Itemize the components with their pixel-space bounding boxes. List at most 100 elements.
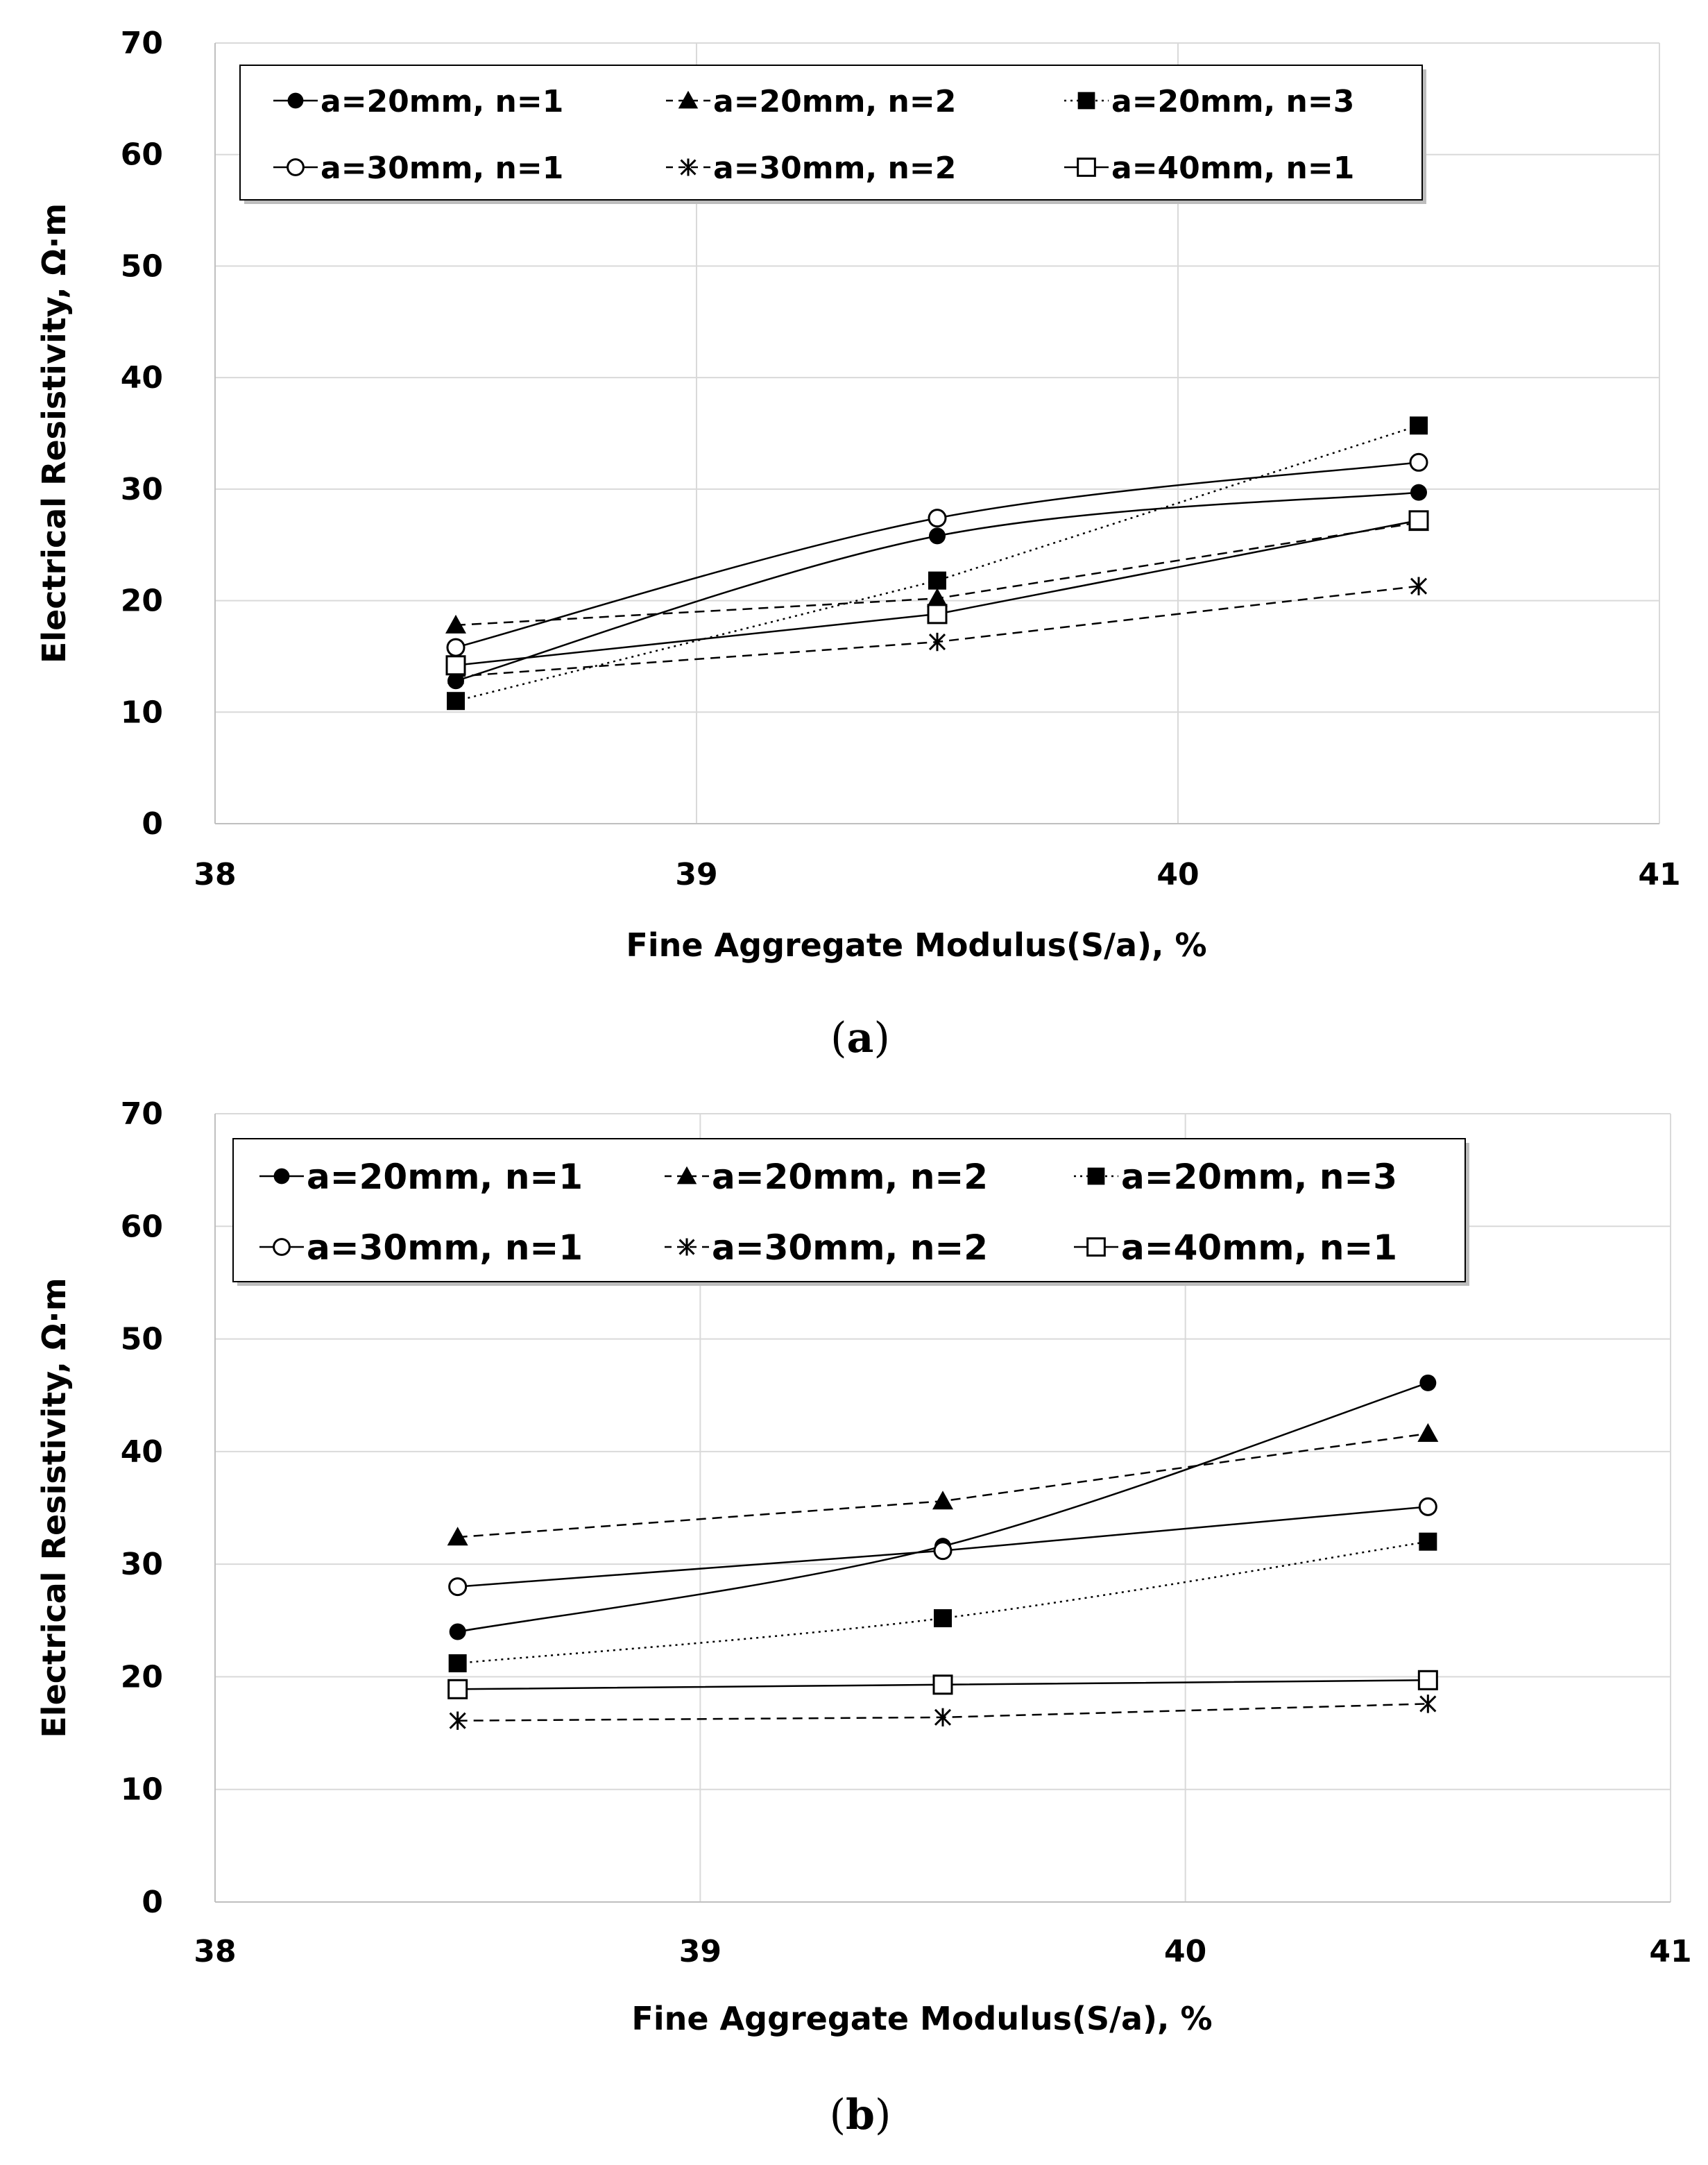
legend-marker xyxy=(680,158,697,176)
y-tick-label: 60 xyxy=(121,1209,163,1244)
caption-open: ( xyxy=(830,1014,846,1062)
legend-label: a=30mm, n=2 xyxy=(713,151,956,186)
data-point xyxy=(445,614,466,634)
legend-box xyxy=(239,65,1423,201)
data-point xyxy=(933,1541,953,1561)
data-point xyxy=(1418,1497,1437,1516)
legend-item: a=20mm, n=1 xyxy=(273,84,563,119)
legend-label: a=40mm, n=1 xyxy=(1121,1228,1397,1268)
y-tick-label: 0 xyxy=(142,1885,163,1920)
y-tick-label: 60 xyxy=(121,137,163,173)
data-point xyxy=(449,1623,466,1640)
data-point xyxy=(1419,1374,1437,1391)
x-tick-label: 38 xyxy=(194,857,236,892)
legend-marker xyxy=(676,1166,697,1185)
legend-marker xyxy=(1087,1167,1105,1185)
legend-label: a=20mm, n=1 xyxy=(307,1157,583,1197)
y-tick-label: 40 xyxy=(121,1434,163,1470)
legend-item: a=40mm, n=1 xyxy=(1074,1228,1397,1268)
legend-item: a=30mm, n=2 xyxy=(665,1228,988,1268)
legend-marker xyxy=(287,158,305,176)
series-a=40mm, n=1 xyxy=(445,510,1429,676)
data-point xyxy=(927,604,948,625)
data-point xyxy=(1410,577,1428,595)
legend-label: a=40mm, n=1 xyxy=(1111,151,1354,186)
x-tick-label: 40 xyxy=(1164,1934,1206,1969)
data-point xyxy=(447,1679,468,1699)
data-point xyxy=(1410,484,1427,501)
data-point xyxy=(932,1674,953,1695)
caption-close: ) xyxy=(873,1014,889,1062)
series-a=20mm, n=3 xyxy=(448,1532,1437,1672)
legend-label: a=30mm, n=2 xyxy=(712,1228,988,1268)
legend-label: a=20mm, n=1 xyxy=(321,84,563,119)
legend-item: a=20mm, n=2 xyxy=(666,84,956,119)
series-a=30mm, n=1 xyxy=(448,1497,1437,1597)
data-point xyxy=(928,571,946,590)
data-point xyxy=(447,1527,468,1546)
data-point xyxy=(934,1708,952,1727)
data-point xyxy=(1410,416,1428,435)
caption-open: ( xyxy=(830,2091,846,2139)
data-point xyxy=(1417,1670,1438,1690)
data-point xyxy=(445,655,466,676)
caption-letter: a xyxy=(847,1014,874,1062)
legend-item: a=20mm, n=1 xyxy=(259,1157,583,1197)
y-tick-label: 10 xyxy=(121,1772,163,1808)
y-tick-label: 10 xyxy=(121,695,163,730)
series-line xyxy=(455,425,1419,702)
series-a=30mm, n=2 xyxy=(449,1695,1437,1730)
x-tick-label: 39 xyxy=(675,857,717,892)
y-tick-label: 30 xyxy=(121,472,163,507)
caption-close: ) xyxy=(875,2091,891,2139)
data-point xyxy=(1417,1423,1439,1442)
legend-item: a=20mm, n=2 xyxy=(665,1157,988,1197)
legend-box xyxy=(232,1138,1466,1282)
y-tick-label: 70 xyxy=(121,26,163,61)
data-point xyxy=(927,588,948,607)
legend-label: a=20mm, n=3 xyxy=(1111,84,1354,119)
series-a=20mm, n=3 xyxy=(447,416,1428,711)
series-a=20mm, n=2 xyxy=(447,1423,1439,1546)
data-point xyxy=(928,632,946,652)
x-tick-label: 41 xyxy=(1649,1934,1691,1969)
y-tick-label: 70 xyxy=(121,1096,163,1132)
legend-marker xyxy=(273,1168,290,1185)
data-point xyxy=(929,527,946,545)
series-a=30mm, n=1 xyxy=(446,452,1428,657)
legend-item: a=40mm, n=1 xyxy=(1064,151,1354,186)
y-tick-label: 0 xyxy=(142,806,163,842)
x-tick-label: 39 xyxy=(679,1934,721,1969)
legend-label: a=30mm, n=1 xyxy=(321,151,563,186)
data-point xyxy=(1419,1695,1437,1713)
data-point xyxy=(448,1654,467,1672)
x-tick-label: 38 xyxy=(194,1934,236,1969)
legend-marker xyxy=(678,1238,695,1256)
x-axis-label: Fine Aggregate Modulus(S/a), % xyxy=(631,2000,1212,2037)
legend-item: a=30mm, n=1 xyxy=(259,1228,583,1268)
series-line xyxy=(457,1432,1428,1538)
y-tick-label: 20 xyxy=(121,584,163,619)
legend-marker xyxy=(1077,92,1095,110)
series-a=40mm, n=1 xyxy=(447,1670,1438,1699)
data-point xyxy=(449,1711,466,1730)
data-point xyxy=(1409,452,1428,472)
data-point xyxy=(447,692,465,711)
legend-marker xyxy=(678,90,699,109)
y-tick-label: 50 xyxy=(121,248,163,284)
chart-b: 0 10 20 30 40 50 60 70 38 39 40 41 Fine Aggregate Mo… xyxy=(35,1096,1692,2139)
y-axis-label: Electrical Resistivity, Ω·m xyxy=(35,203,73,663)
data-point xyxy=(1408,510,1429,531)
data-point xyxy=(1419,1532,1437,1551)
data-point xyxy=(448,1577,468,1597)
legend-item: a=20mm, n=3 xyxy=(1064,84,1354,119)
chart-a: 0 10 20 30 40 50 60 70 38 39 40 41 Fine Aggregate Mo… xyxy=(35,26,1681,1062)
legend-label: a=20mm, n=3 xyxy=(1121,1157,1397,1197)
legend-marker xyxy=(1086,1237,1106,1257)
data-point xyxy=(934,1609,952,1628)
legend-label: a=20mm, n=2 xyxy=(712,1157,988,1197)
y-axis-label: Electrical Resistivity, Ω·m xyxy=(35,1277,73,1738)
y-tick-label: 50 xyxy=(121,1322,163,1357)
legend-marker xyxy=(273,1238,291,1256)
